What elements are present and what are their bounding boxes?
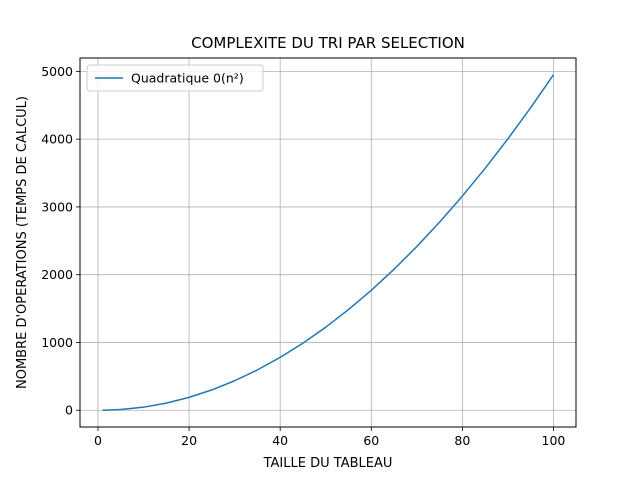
x-tick-label: 20 [181, 433, 197, 448]
x-tick-label: 80 [454, 433, 470, 448]
y-tick-label: 4000 [41, 132, 73, 147]
axes-frame [79, 57, 577, 428]
x-axis-label: TAILLE DU TABLEAU [263, 456, 393, 471]
x-tick-label: 0 [94, 433, 102, 448]
chart-title: COMPLEXITE DU TRI PAR SELECTION [191, 34, 465, 52]
legend-label: Quadratique 0(n²) [131, 71, 244, 86]
grid [80, 58, 576, 427]
y-tick-label: 3000 [41, 199, 73, 214]
x-tick-label: 60 [363, 433, 379, 448]
x-tick-label: 40 [272, 433, 288, 448]
plot-lines [102, 74, 555, 411]
y-tick-label: 5000 [41, 64, 73, 79]
legend: Quadratique 0(n²) [86, 64, 264, 92]
x-tick-label: 100 [542, 433, 566, 448]
legend-box [86, 64, 264, 92]
y-tick-label: 0 [65, 403, 73, 418]
y-tick-label: 1000 [41, 335, 73, 350]
y-axis-label: NOMBRE D'OPERATIONS (TEMPS DE CALCUL) [15, 96, 30, 389]
y-tick-label: 2000 [41, 267, 73, 282]
series-line [102, 74, 555, 411]
